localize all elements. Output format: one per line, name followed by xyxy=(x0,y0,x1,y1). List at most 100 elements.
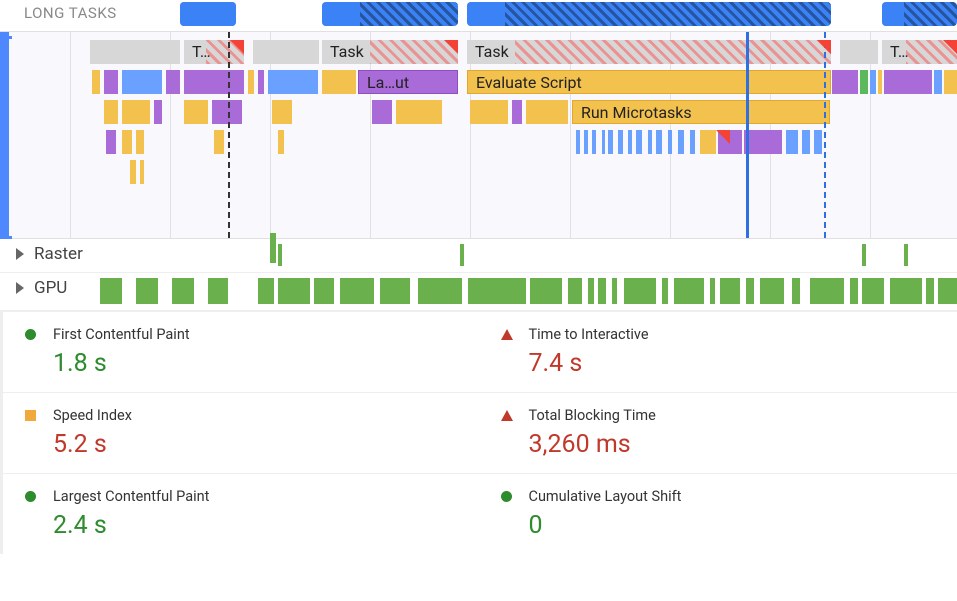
gpu-segment[interactable] xyxy=(278,278,310,304)
gpu-segment[interactable] xyxy=(760,278,784,304)
gpu-segment[interactable] xyxy=(568,278,582,304)
flame-segment[interactable] xyxy=(860,70,868,94)
gpu-segment[interactable] xyxy=(598,278,606,304)
raster-segment[interactable] xyxy=(278,244,282,266)
gpu-segment[interactable] xyxy=(674,278,704,304)
gpu-segment[interactable] xyxy=(938,278,957,304)
layout-block[interactable]: La…ut xyxy=(358,70,458,94)
flame-segment[interactable] xyxy=(140,160,144,184)
flame-segment[interactable] xyxy=(122,100,150,124)
gpu-segment[interactable] xyxy=(862,278,884,304)
flame-segment[interactable] xyxy=(396,100,442,124)
flame-segment[interactable] xyxy=(786,130,798,154)
flame-segment[interactable] xyxy=(272,100,292,124)
flame-segment[interactable] xyxy=(184,100,208,124)
task-block[interactable] xyxy=(253,40,319,64)
long-task-block[interactable] xyxy=(467,2,831,26)
flame-segment[interactable] xyxy=(934,70,942,94)
task-block[interactable]: Task xyxy=(322,40,458,64)
flame-segment[interactable] xyxy=(602,130,605,154)
gpu-segment[interactable] xyxy=(208,278,228,304)
flame-segment[interactable] xyxy=(744,130,782,154)
flame-segment[interactable] xyxy=(526,100,568,124)
gpu-track[interactable]: GPU xyxy=(0,273,957,311)
raster-segment[interactable] xyxy=(862,244,866,266)
gpu-segment[interactable] xyxy=(172,278,194,304)
gpu-segment[interactable] xyxy=(314,278,334,304)
gpu-segment[interactable] xyxy=(588,278,594,304)
flame-segment[interactable] xyxy=(608,130,613,154)
flame-segment[interactable] xyxy=(870,70,876,94)
metric-speed-index[interactable]: Speed Index5.2 s xyxy=(0,392,479,473)
flame-segment[interactable] xyxy=(618,130,623,154)
flame-segment[interactable] xyxy=(106,130,116,154)
flame-segment[interactable] xyxy=(512,100,522,124)
flame-segment[interactable] xyxy=(212,100,242,124)
gpu-segment[interactable] xyxy=(710,278,715,304)
flame-segment[interactable] xyxy=(802,130,810,154)
flame-segment[interactable] xyxy=(104,70,118,94)
metric-total-blocking-time[interactable]: Total Blocking Time3,260 ms xyxy=(479,392,957,473)
flame-segment[interactable] xyxy=(690,130,695,154)
flame-segment[interactable] xyxy=(668,130,672,154)
gpu-segment[interactable] xyxy=(380,278,410,304)
raster-segment[interactable] xyxy=(460,244,464,266)
gpu-segment[interactable] xyxy=(624,278,656,304)
flame-segment[interactable] xyxy=(184,70,244,94)
gpu-segment[interactable] xyxy=(890,278,922,304)
flame-segment[interactable] xyxy=(104,100,118,124)
task-block[interactable]: T… xyxy=(184,40,244,64)
flame-segment[interactable] xyxy=(628,130,632,154)
flame-segment[interactable] xyxy=(678,130,684,154)
flame-segment[interactable] xyxy=(122,70,162,94)
main-thread-flame-chart[interactable]: T… Task Task T… La…ut Evaluate Script Run Micr… xyxy=(0,32,957,239)
expand-icon[interactable] xyxy=(16,282,24,294)
flame-segment[interactable] xyxy=(248,70,254,94)
flame-segment[interactable] xyxy=(130,160,136,184)
task-block[interactable] xyxy=(840,40,878,64)
metric-time-to-interactive[interactable]: Time to Interactive7.4 s xyxy=(479,311,957,392)
task-block[interactable] xyxy=(90,40,180,64)
long-tasks-track[interactable]: LONG TASKS xyxy=(0,0,957,32)
flame-segment[interactable] xyxy=(592,130,596,154)
gpu-segment[interactable] xyxy=(340,278,374,304)
flame-segment[interactable] xyxy=(166,70,180,94)
flame-segment[interactable] xyxy=(136,130,144,154)
flame-segment[interactable] xyxy=(878,70,882,94)
flame-segment[interactable] xyxy=(944,70,957,94)
flame-segment[interactable] xyxy=(584,130,588,154)
flame-segment[interactable] xyxy=(576,130,580,154)
flame-segment[interactable] xyxy=(700,130,716,154)
flame-segment[interactable] xyxy=(278,130,284,154)
task-block[interactable]: Task xyxy=(467,40,831,64)
evaluate-script-block[interactable]: Evaluate Script xyxy=(467,70,831,94)
flame-segment[interactable] xyxy=(372,100,392,124)
flame-segment[interactable] xyxy=(268,70,318,94)
gpu-segment[interactable] xyxy=(792,278,800,304)
flame-segment[interactable] xyxy=(656,130,662,154)
task-block[interactable]: T… xyxy=(882,40,957,64)
run-microtasks-block[interactable]: Run Microtasks xyxy=(572,100,830,124)
gpu-segment[interactable] xyxy=(100,278,122,304)
long-task-block[interactable] xyxy=(180,2,236,26)
expand-icon[interactable] xyxy=(16,248,24,260)
flame-segment[interactable] xyxy=(322,70,356,94)
flame-segment[interactable] xyxy=(154,100,162,124)
flame-segment[interactable] xyxy=(258,70,264,94)
gpu-segment[interactable] xyxy=(810,278,844,304)
raster-track[interactable]: Raster xyxy=(0,239,957,273)
gpu-segment[interactable] xyxy=(136,278,158,304)
raster-segment[interactable] xyxy=(270,233,276,263)
gpu-segment[interactable] xyxy=(612,278,617,304)
gpu-segment[interactable] xyxy=(720,278,740,304)
flame-segment[interactable] xyxy=(832,70,858,94)
metric-first-contentful-paint[interactable]: First Contentful Paint1.8 s xyxy=(0,311,479,392)
time-marker-current[interactable] xyxy=(746,32,749,238)
flame-segment[interactable] xyxy=(122,130,132,154)
gpu-segment[interactable] xyxy=(662,278,668,304)
gpu-segment[interactable] xyxy=(850,278,858,304)
flame-segment[interactable] xyxy=(214,130,224,154)
flame-segment[interactable] xyxy=(470,100,508,124)
flame-segment[interactable] xyxy=(648,130,652,154)
metric-cumulative-layout-shift[interactable]: Cumulative Layout Shift0 xyxy=(479,473,957,554)
